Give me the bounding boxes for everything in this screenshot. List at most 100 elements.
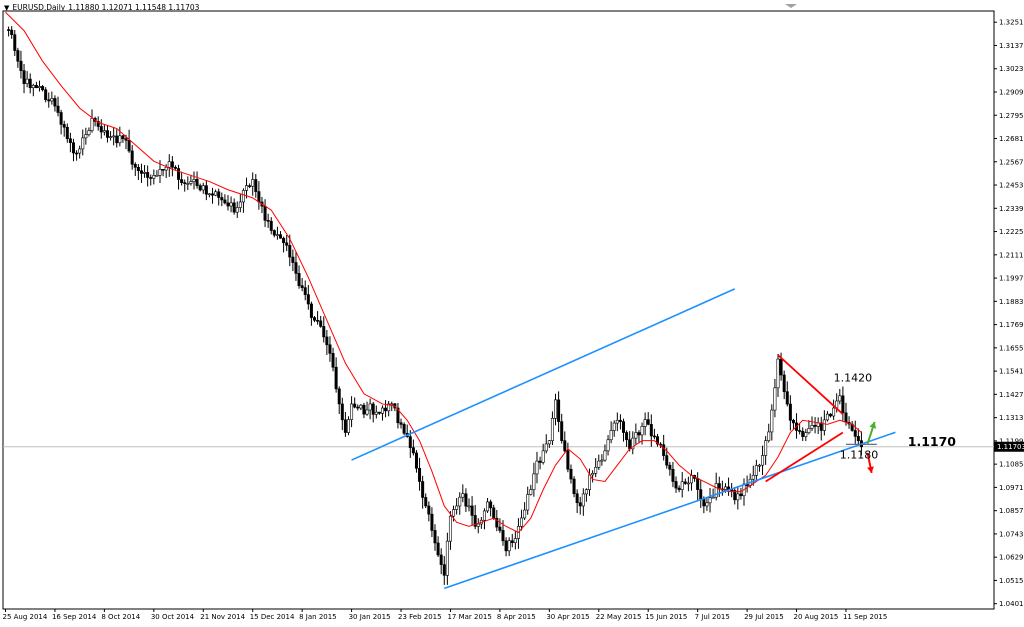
candle-bull — [112, 135, 116, 138]
channel-lower-line[interactable] — [444, 431, 896, 590]
candle-bear — [683, 481, 687, 484]
candle-bear — [652, 435, 656, 438]
candle-bull — [455, 505, 459, 510]
x-tick-label: 8 Oct 2014 — [101, 613, 140, 621]
candle-bear — [13, 34, 17, 51]
candle-bear — [492, 507, 496, 519]
candle-bull — [807, 428, 811, 433]
x-tick-label: 21 Nov 2014 — [200, 613, 245, 621]
candle-bear — [362, 404, 366, 415]
candle-bear — [430, 513, 434, 531]
candle-bull — [603, 450, 607, 461]
candle-bear — [674, 481, 678, 489]
candle-bear — [662, 444, 666, 456]
candle-bear — [442, 564, 446, 576]
dropdown-arrow-icon[interactable]: ▼ — [4, 3, 10, 12]
y-tick-label: 1.30230 — [999, 65, 1024, 73]
candle-bear — [180, 179, 184, 183]
candle-bull — [390, 403, 394, 406]
triangle-lower-line[interactable] — [765, 431, 844, 483]
x-tick-label: 16 Sep 2014 — [52, 613, 97, 621]
triangle-upper-line[interactable] — [777, 354, 844, 415]
candle-bull — [615, 419, 619, 424]
candle-bull — [764, 440, 768, 456]
candle-bear — [557, 399, 561, 422]
candle-bull — [751, 475, 755, 480]
channel-upper-line[interactable] — [351, 288, 736, 461]
candle-bear — [195, 179, 199, 186]
candle-bear — [269, 220, 273, 231]
candle-bear — [671, 468, 675, 482]
candle-bear — [702, 498, 706, 507]
candle-bull — [102, 130, 106, 133]
candle-bear — [44, 89, 48, 101]
candle-bear — [829, 413, 833, 417]
candle-bull — [547, 440, 551, 445]
candle-bear — [279, 234, 283, 239]
last-price-tag-label: 1.11703 — [997, 443, 1024, 451]
candle-bear — [566, 450, 570, 470]
candle-bear — [575, 493, 579, 504]
candle-bull — [723, 486, 727, 490]
candle-bull — [359, 404, 363, 409]
candle-bear — [538, 460, 542, 463]
candle-bear — [173, 166, 177, 169]
candle-bear — [353, 403, 357, 408]
candle-bear — [421, 481, 425, 498]
candle-bull — [192, 179, 196, 182]
y-tick-label: 1.13130 — [999, 414, 1024, 422]
candle-bear — [414, 452, 418, 469]
candle-bull — [374, 411, 378, 415]
candle-bull — [736, 493, 740, 501]
candle-bear — [309, 303, 313, 318]
candle-bull — [609, 430, 613, 441]
x-tick-label: 30 Oct 2014 — [151, 613, 195, 621]
candle-bear — [10, 29, 14, 35]
candle-bear — [856, 436, 860, 441]
candle-bear — [819, 422, 823, 431]
candle-bear — [424, 497, 428, 507]
candle-bull — [686, 482, 690, 485]
candle-bear — [115, 135, 119, 144]
scroll-marker-icon[interactable] — [785, 4, 797, 8]
down-arrow-head-icon — [867, 466, 874, 473]
candle-bear — [677, 487, 681, 490]
y-tick-label: 1.19970 — [999, 275, 1024, 283]
candle-bear — [291, 256, 295, 263]
y-tick-label: 1.24530 — [999, 182, 1024, 190]
candle-bear — [646, 419, 650, 425]
candle-bear — [495, 517, 499, 528]
x-tick-label: 15 Jun 2015 — [645, 613, 687, 621]
candle-bear — [204, 185, 208, 195]
candle-bear — [75, 152, 79, 155]
candle-bull — [189, 181, 193, 184]
x-tick-label: 30 Jan 2015 — [349, 613, 391, 621]
candle-bear — [572, 478, 576, 495]
candle-bull — [838, 395, 842, 402]
y-tick-label: 1.15410 — [999, 368, 1024, 376]
candle-bull — [705, 502, 709, 507]
y-tick-label: 1.25670 — [999, 158, 1024, 166]
ohlc-readout: 1.11880 1.12071 1.11548 1.11703 — [68, 3, 200, 12]
candle-bear — [266, 220, 270, 222]
candle-bear — [124, 138, 128, 141]
candle-bear — [71, 142, 75, 154]
candle-bear — [146, 172, 150, 178]
y-tick-label: 1.27950 — [999, 112, 1024, 120]
y-tick-label: 1.07430 — [999, 530, 1024, 538]
moving-average-line — [5, 11, 862, 534]
y-tick-label: 1.04010 — [999, 600, 1024, 608]
candle-bear — [220, 197, 224, 201]
y-tick-label: 1.06290 — [999, 554, 1024, 562]
candle-bear — [263, 205, 267, 221]
candle-bull — [529, 489, 533, 495]
x-tick-label: 11 Sep 2015 — [843, 613, 887, 621]
candle-bull — [804, 432, 808, 437]
candle-bear — [402, 424, 406, 434]
candle-bull — [680, 481, 684, 490]
candle-bear — [628, 439, 632, 450]
candle-bull — [467, 505, 471, 508]
y-tick-label: 1.18830 — [999, 298, 1024, 306]
